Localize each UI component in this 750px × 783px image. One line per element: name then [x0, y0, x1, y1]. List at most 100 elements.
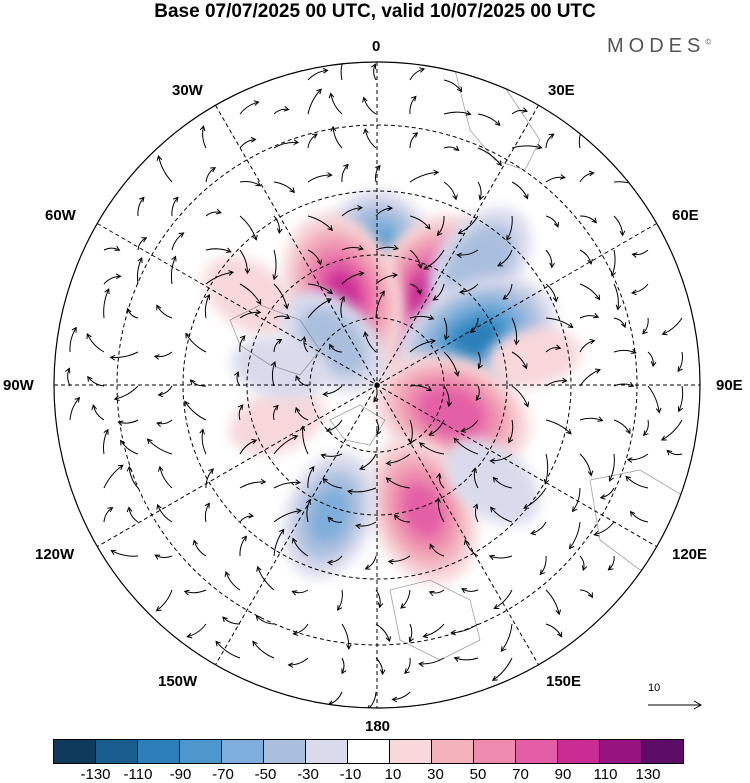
- wind-arrowhead: [450, 629, 456, 636]
- wind-arrow: [239, 335, 246, 353]
- colorbar-swatch: [599, 739, 642, 764]
- wind-arrowhead: [607, 565, 614, 571]
- wind-arrow: [429, 589, 445, 594]
- wind-arrow: [158, 155, 173, 183]
- wind-arrowhead: [359, 464, 366, 471]
- wind-arrowhead: [572, 506, 578, 513]
- wind-arrowhead: [86, 333, 92, 339]
- wind-arrow: [239, 536, 247, 557]
- wind-arrowhead: [371, 63, 377, 70]
- colorbar-swatch: [95, 739, 138, 764]
- wind-arrowhead: [260, 478, 267, 485]
- wind-arrowhead: [553, 221, 560, 228]
- wind-arrow: [492, 477, 513, 489]
- wind-arrowhead: [299, 425, 306, 432]
- wind-arrowhead: [392, 272, 399, 279]
- wind-arrowhead: [156, 154, 163, 161]
- wind-arrow: [293, 623, 309, 635]
- wind-arrowhead: [204, 502, 210, 509]
- wind-arrowhead: [363, 128, 369, 134]
- wind-arrowhead: [234, 371, 240, 378]
- lon-label-30e: 30E: [548, 82, 575, 99]
- wind-arrow: [545, 283, 557, 302]
- colorbar-swatch: [305, 739, 348, 764]
- wind-arrow: [511, 385, 529, 407]
- colorbar-swatch: [389, 739, 432, 764]
- wind-arrow: [429, 419, 445, 436]
- colorbar-tick-label: -110: [123, 766, 153, 783]
- wind-arrowhead: [453, 656, 460, 662]
- wind-arrowhead: [222, 616, 228, 623]
- wind-arrowhead: [284, 313, 291, 319]
- wind-arrow: [239, 283, 262, 305]
- wind-arrow: [103, 275, 121, 285]
- wind-arrowhead: [270, 361, 277, 368]
- wind-arrowhead: [597, 416, 604, 422]
- wind-arrowhead: [251, 438, 258, 445]
- anomaly-contour: [487, 327, 582, 387]
- wind-arrowhead: [117, 464, 124, 470]
- wind-arrowhead: [208, 468, 214, 475]
- wind-arrowhead: [460, 427, 467, 433]
- wind-arrowhead: [137, 257, 143, 264]
- wind-arrowhead: [446, 401, 453, 408]
- anomaly-contour: [229, 388, 325, 455]
- wind-arrowhead: [655, 407, 662, 414]
- wind-arrowhead: [192, 539, 198, 546]
- wind-arrowhead: [340, 62, 346, 63]
- wind-arrowhead: [630, 348, 637, 354]
- wind-arrow: [489, 555, 513, 559]
- wind-arrow: [632, 249, 649, 256]
- wind-arrow: [490, 506, 513, 523]
- colorbar-swatch: [221, 739, 264, 764]
- wind-arrowhead: [283, 105, 290, 112]
- wind-vectors: [65, 62, 684, 708]
- wind-arrowhead: [610, 270, 617, 277]
- wind-arrow: [327, 516, 343, 523]
- wind-arrowhead: [287, 662, 294, 668]
- anomaly-contour: [231, 336, 330, 400]
- wind-arrow: [630, 511, 649, 523]
- wind-arrowhead: [171, 255, 177, 262]
- wind-arrow: [523, 487, 547, 509]
- wind-arrow: [292, 589, 309, 594]
- wind-arrow: [147, 438, 173, 455]
- wind-arrowhead: [494, 120, 501, 127]
- wind-arrowhead: [608, 475, 614, 482]
- wind-arrow: [307, 298, 332, 319]
- wind-arrow: [409, 171, 439, 183]
- wind-arrow: [103, 247, 120, 251]
- wind-arrowhead: [432, 295, 439, 301]
- wind-arrowhead: [593, 313, 600, 319]
- wind-arrow: [594, 521, 615, 536]
- wind-arrow: [613, 349, 636, 354]
- wind-arrowhead: [366, 704, 373, 708]
- wind-arrowhead: [587, 258, 593, 265]
- wind-arrowhead: [419, 67, 426, 73]
- wind-arrow: [569, 521, 581, 549]
- wind-arrowhead: [492, 476, 499, 483]
- wind-arrowhead: [126, 506, 133, 513]
- wind-arrowhead: [316, 88, 322, 95]
- wind-arrow: [184, 589, 207, 594]
- wind-arrowhead: [178, 232, 185, 238]
- wind-arrowhead: [593, 531, 600, 537]
- wind-arrow: [443, 146, 459, 151]
- wind-arrowhead: [184, 400, 190, 407]
- wind-arrowhead: [300, 336, 307, 343]
- wind-arrow: [500, 623, 513, 652]
- wind-arrowhead: [619, 230, 626, 237]
- wind-arrow: [545, 317, 573, 328]
- anomaly-contour: [309, 488, 350, 543]
- reference-vector-arrow: [648, 700, 703, 710]
- wind-arrowhead: [475, 395, 482, 401]
- wind-arrow: [613, 215, 624, 236]
- wind-arrowhead: [173, 196, 179, 203]
- wind-arrowhead: [215, 208, 222, 215]
- wind-arrow: [539, 555, 547, 575]
- wind-arrow: [423, 249, 445, 270]
- wind-arrow: [120, 440, 139, 455]
- wind-arrow: [493, 589, 513, 609]
- wind-arrowhead: [296, 508, 303, 514]
- wind-arrow: [171, 232, 184, 251]
